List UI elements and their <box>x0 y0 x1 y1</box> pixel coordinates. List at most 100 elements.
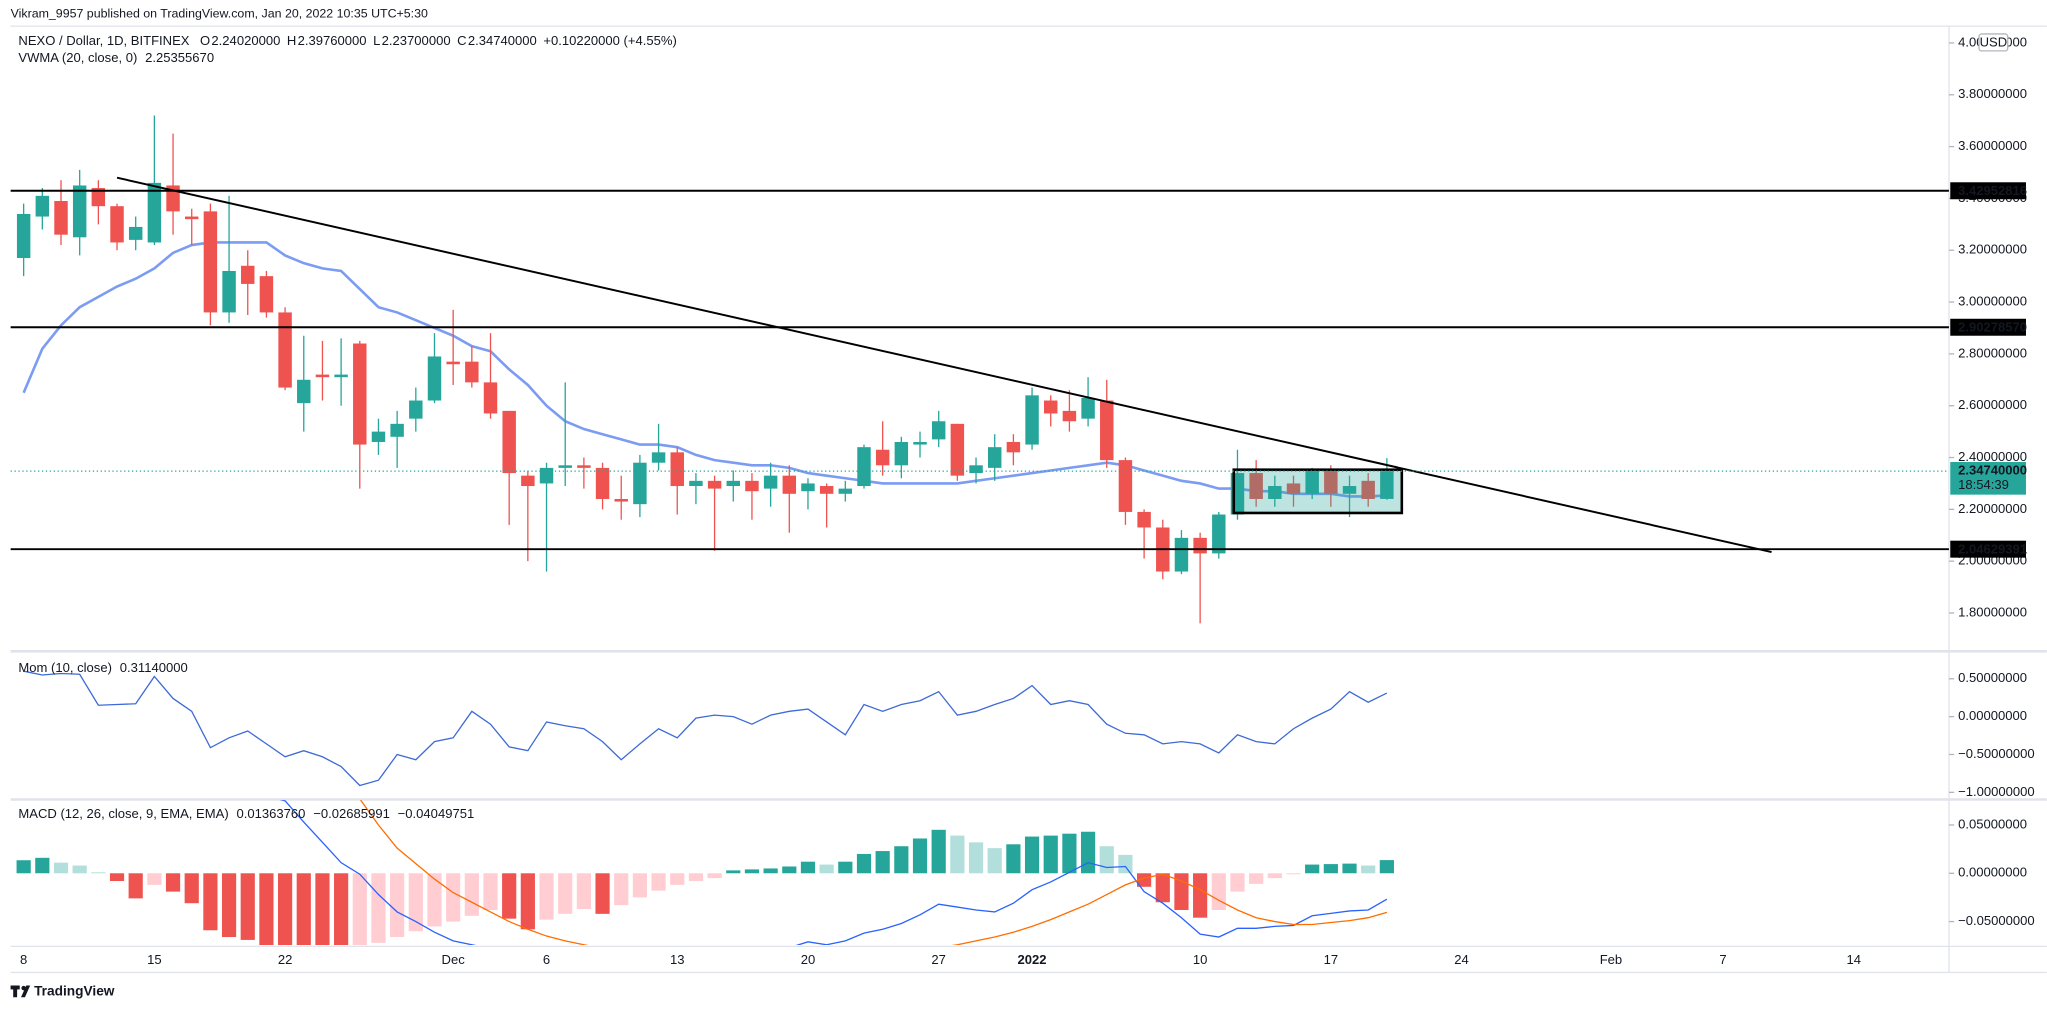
macd-histogram-bar <box>782 866 797 874</box>
momentum-line <box>23 670 1388 787</box>
y-tick-label: 0.05000000 <box>1958 816 2027 831</box>
candle-body <box>651 452 666 463</box>
candle-body <box>595 467 610 499</box>
trendline <box>116 176 1772 554</box>
candle-body <box>147 182 162 243</box>
candle-body <box>875 449 890 466</box>
ohlc-value: 2.39760000 <box>298 33 367 48</box>
macd-histogram-bar <box>1024 836 1040 874</box>
countdown-label: 18:54:39 <box>1958 477 2009 492</box>
candle-body <box>203 211 218 313</box>
y-tick-label: −0.50000000 <box>1958 746 2035 761</box>
candle-body <box>987 447 1002 468</box>
candle-body <box>670 452 684 487</box>
candle-body <box>577 465 591 468</box>
y-tick-label: 0.00000000 <box>1958 708 2027 723</box>
y-tick-label: −1.00000000 <box>1958 784 2035 799</box>
x-tick-label: 8 <box>20 952 27 967</box>
macd-histogram-bar <box>1305 864 1320 874</box>
histogram-value: 0.01363760 <box>237 806 306 821</box>
macd-histogram-bar <box>259 873 274 946</box>
candle-body <box>185 216 199 220</box>
last-price-label: 2.34740000 <box>1958 463 2027 478</box>
indicator-name: VWMA (20, close, 0) <box>18 50 137 65</box>
macd-histogram-bar <box>315 873 330 946</box>
x-tick-label: 7 <box>1719 952 1726 967</box>
candle-body <box>1380 471 1394 499</box>
macd-histogram-bar <box>707 873 722 879</box>
macd-histogram-bar <box>184 873 199 904</box>
publisher-line: Vikram_9957 published on TradingView.com… <box>11 7 428 21</box>
y-tick-label: 3.80000000 <box>1958 86 2027 101</box>
candle-body <box>16 213 31 259</box>
candle-body <box>707 480 722 489</box>
candle-body <box>913 441 927 445</box>
macd-histogram-bar <box>390 873 405 938</box>
macd-line <box>279 800 1388 946</box>
macd-histogram-bar <box>931 829 946 874</box>
y-tick-label: 2.60000000 <box>1958 397 2027 412</box>
macd-histogram-bar <box>35 857 50 874</box>
level-label: 2.04629391 <box>1958 541 2027 556</box>
candle-body <box>1249 473 1263 499</box>
macd-histogram-bar <box>446 873 461 922</box>
macd-histogram-bar <box>427 873 442 927</box>
candle-body <box>1305 470 1319 494</box>
x-tick-label: 6 <box>543 952 550 967</box>
macd-histogram-bar <box>875 851 890 874</box>
y-tick-label: 2.80000000 <box>1958 345 2027 360</box>
candle-body <box>54 201 68 235</box>
candle-body <box>931 421 946 440</box>
macd-histogram-bar <box>1137 873 1152 887</box>
macd-value: −0.02685991 <box>313 806 390 821</box>
candle-body <box>1193 537 1207 554</box>
candle-body <box>110 206 124 243</box>
macd-histogram-bar <box>595 873 610 914</box>
macd-histogram-bar <box>558 873 573 914</box>
y-tick-label: −0.05000000 <box>1958 913 2035 928</box>
candle-body <box>1174 537 1189 572</box>
macd-histogram-bar <box>651 873 666 891</box>
macd-histogram-bar <box>1286 873 1301 875</box>
candle-body <box>1324 470 1338 494</box>
x-tick-label: 22 <box>278 952 293 967</box>
x-tick-label: 14 <box>1846 952 1861 967</box>
candle-body <box>801 483 815 492</box>
macd-histogram-bar <box>203 873 218 931</box>
macd-histogram-bar <box>1062 833 1077 874</box>
macd-histogram-bar <box>464 873 479 916</box>
last-price-box <box>1950 462 2026 495</box>
brand-name: TradingView <box>34 984 115 999</box>
y-tick-label: 2.20000000 <box>1958 501 2027 516</box>
candle-body <box>297 379 311 404</box>
candle-body <box>950 423 965 476</box>
candle-body <box>446 361 460 365</box>
candle-body <box>838 488 853 494</box>
macd-histogram-bar <box>726 870 741 874</box>
level-label: 3.42952816 <box>1958 183 2027 198</box>
macd-histogram-bar <box>147 873 162 885</box>
macd-value: −0.04049751 <box>398 806 475 821</box>
macd-histogram-bar <box>1211 873 1226 910</box>
candle-body <box>1006 441 1021 453</box>
x-tick-label: 2022 <box>1018 952 1047 967</box>
candle-body <box>763 475 778 489</box>
macd-histogram-bar <box>72 865 87 874</box>
candle-body <box>371 431 386 442</box>
macd-histogram-bar <box>670 873 685 885</box>
macd-histogram-bar <box>1006 844 1021 874</box>
macd-histogram-bar <box>763 868 778 874</box>
macd-histogram-bar <box>165 873 181 892</box>
macd-histogram-bar <box>632 873 647 898</box>
macd-histogram-bar <box>838 861 853 874</box>
macd-histogram-bar <box>894 846 909 874</box>
candle-body <box>726 480 740 487</box>
candle-body <box>334 374 348 378</box>
y-tick-label: 2.40000000 <box>1958 449 2027 464</box>
macd-histogram-bar <box>240 873 255 940</box>
macd-histogram-bar <box>968 842 984 874</box>
indicator-name: Mom (10, close) <box>18 660 112 675</box>
x-tick-label: 17 <box>1324 952 1339 967</box>
